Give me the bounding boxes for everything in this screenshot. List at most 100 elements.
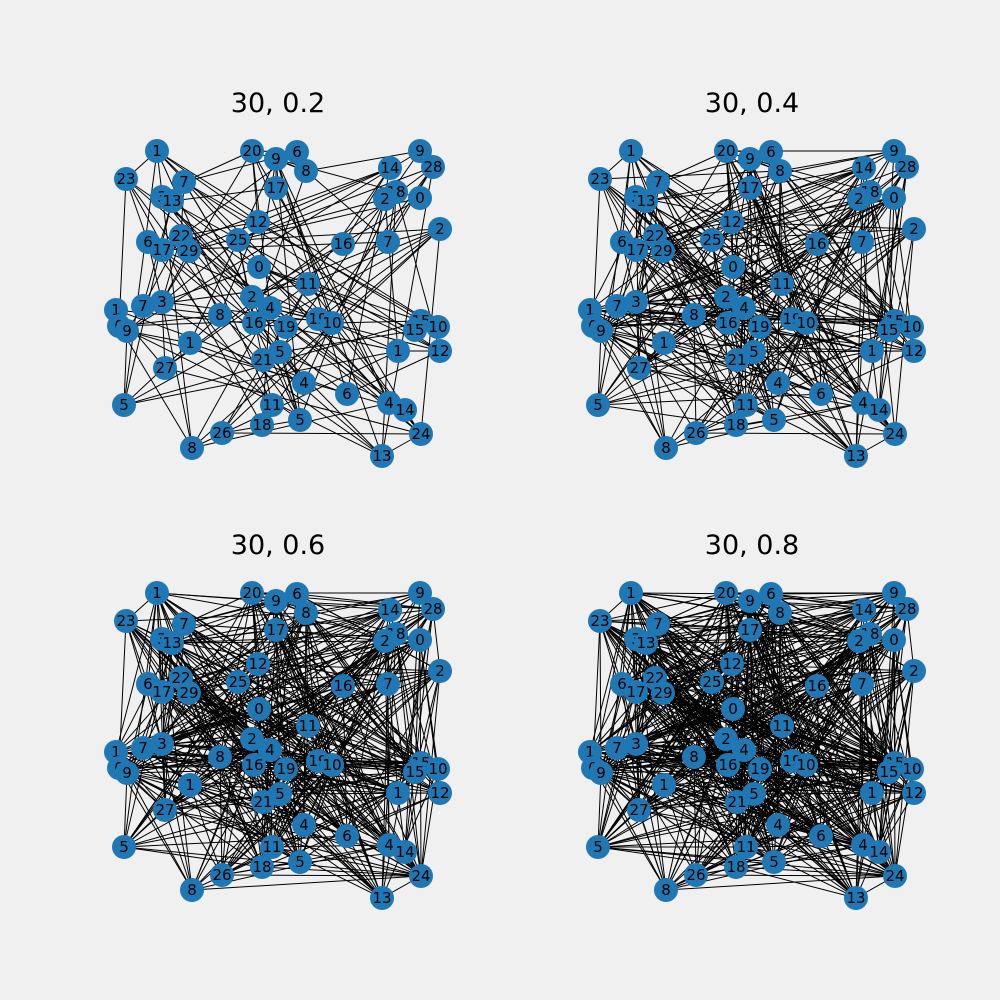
graph-edge	[638, 801, 738, 811]
graph-edge	[662, 250, 737, 426]
node-circle	[285, 582, 309, 606]
graph-edge	[635, 249, 873, 352]
graph-edge	[745, 725, 783, 848]
graph-edge	[635, 196, 863, 243]
node-circle	[714, 581, 738, 605]
graph-edge	[662, 250, 873, 352]
node-circle	[378, 598, 402, 622]
graph-node: 4	[766, 371, 790, 395]
node-circle	[428, 659, 452, 683]
node-circle	[624, 680, 648, 704]
graph-edge	[307, 228, 441, 285]
graph-node: 9	[408, 581, 432, 605]
panel-title: 30, 0.8	[705, 530, 799, 561]
graph-edge	[878, 639, 895, 853]
graph-node: 5	[112, 393, 136, 417]
node-label: 9	[596, 322, 606, 340]
node-circle	[296, 714, 320, 738]
graph-node: 7	[605, 294, 629, 318]
node-circle	[177, 681, 201, 705]
graph-node: 7	[131, 736, 155, 760]
graph-node: 4	[258, 738, 282, 762]
node-circle	[428, 217, 452, 241]
graph-edge	[346, 792, 441, 837]
node-label: 5	[119, 838, 129, 856]
graph-edge	[770, 592, 895, 595]
node-label: 20	[242, 142, 261, 160]
node-label: 9	[596, 764, 606, 782]
node-circle	[112, 393, 136, 417]
node-label: 6	[816, 385, 826, 403]
graph-edge	[161, 638, 253, 740]
node-circle	[240, 581, 264, 605]
node-label: 1	[185, 776, 195, 794]
graph-edge	[251, 150, 309, 285]
graph-edge	[645, 187, 751, 202]
graph-edge	[600, 772, 737, 868]
node-circle	[748, 315, 772, 339]
graph-node: 7	[646, 612, 670, 636]
graph-edge	[592, 325, 737, 426]
node-circle	[376, 230, 400, 254]
graph-node: 8	[654, 878, 678, 902]
node-circle	[250, 855, 274, 879]
node-label: 25	[228, 673, 247, 691]
graph-edge	[599, 620, 860, 642]
graph-edge	[164, 642, 173, 811]
graph-node: 16	[242, 311, 266, 335]
node-circle	[627, 356, 651, 380]
graph-edge	[635, 196, 640, 369]
node-label: 5	[275, 343, 285, 361]
node-circle	[153, 356, 177, 380]
graph-edge	[597, 772, 602, 848]
graph-edge	[657, 612, 781, 625]
node-label: 25	[702, 673, 721, 691]
graph-edge	[727, 764, 775, 863]
graph-node: 2	[847, 187, 871, 211]
graph-node: 10	[794, 311, 818, 335]
graph-node: 0	[408, 186, 432, 210]
node-label: 1	[393, 784, 403, 802]
node-label: 1	[585, 301, 595, 319]
graph-node: 27	[153, 798, 177, 822]
node-circle	[742, 782, 766, 806]
node-label: 17	[626, 241, 645, 259]
node-circle	[586, 393, 610, 417]
graph-node: 6	[759, 582, 783, 606]
graph-node: 17	[264, 176, 288, 200]
node-label: 14	[854, 601, 873, 619]
node-label: 17	[152, 241, 171, 259]
node-circle	[260, 393, 284, 417]
node-label: 8	[775, 604, 785, 622]
graph-node: 19	[748, 757, 772, 781]
node-label: 10	[428, 760, 447, 778]
graph-edge	[271, 844, 390, 848]
node-label: 20	[242, 584, 261, 602]
graph-node: 8	[180, 436, 204, 460]
node-label: 5	[593, 396, 603, 414]
node-label: 25	[702, 231, 721, 249]
graph-edge	[597, 330, 602, 406]
graph-node: 9	[589, 319, 613, 343]
graph-node: 2	[902, 217, 926, 241]
graph-node: 13	[160, 189, 184, 213]
node-label: 14	[380, 159, 399, 177]
graph-edge	[307, 670, 441, 727]
node-circle	[805, 232, 829, 256]
node-label: 2	[380, 190, 390, 208]
graph-edge	[161, 681, 239, 693]
graph-node: 28	[895, 155, 919, 179]
node-label: 7	[653, 173, 663, 191]
graph-node: 11	[296, 714, 320, 738]
node-label: 15	[405, 321, 424, 339]
node-circle	[320, 311, 344, 335]
graph-edge	[123, 350, 399, 406]
graph-edge	[180, 221, 259, 237]
node-circle	[847, 629, 871, 653]
graph-node: 16	[242, 753, 266, 777]
node-circle	[409, 422, 433, 446]
graph-node: 7	[172, 170, 196, 194]
graph-edge	[635, 296, 727, 303]
node-label: 2	[854, 190, 864, 208]
